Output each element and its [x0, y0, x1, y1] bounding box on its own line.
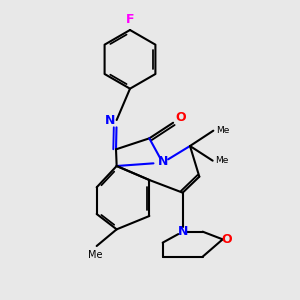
Text: Me: Me — [216, 126, 229, 135]
Text: F: F — [126, 14, 134, 26]
Text: N: N — [105, 113, 115, 127]
Text: O: O — [176, 111, 186, 124]
Text: O: O — [221, 233, 232, 246]
Text: N: N — [178, 225, 188, 238]
Text: N: N — [158, 155, 169, 168]
Text: Me: Me — [215, 156, 228, 165]
Text: Me: Me — [88, 250, 102, 260]
